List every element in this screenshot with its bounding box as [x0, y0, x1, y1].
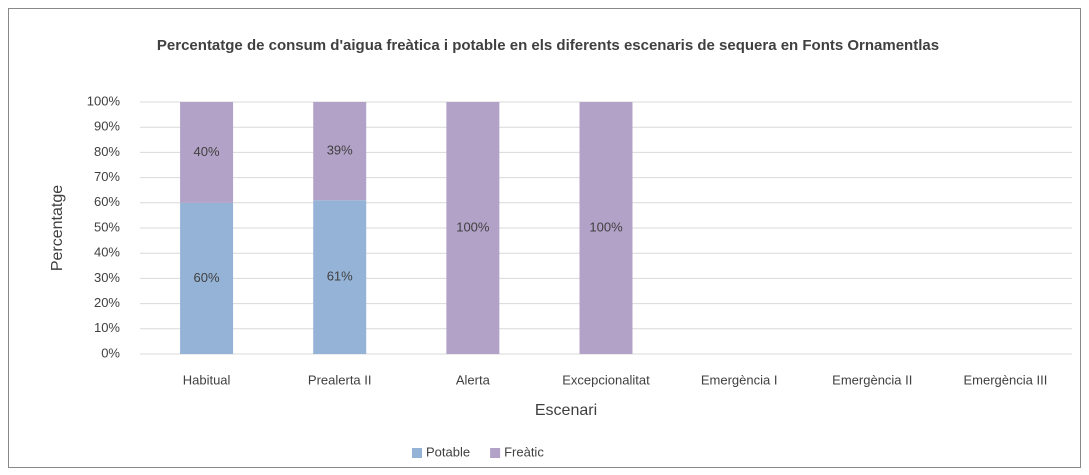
- bar-segment: [313, 200, 367, 354]
- data-label: 61%: [327, 269, 353, 284]
- bar-segment: [446, 102, 500, 354]
- data-label: 100%: [589, 219, 623, 234]
- y-tick-label: 100%: [87, 93, 121, 108]
- legend-label: Potable: [426, 444, 470, 459]
- y-tick-label: 60%: [94, 194, 120, 209]
- legend-swatch: [490, 448, 501, 458]
- x-tick-label: Alerta: [456, 372, 491, 387]
- y-tick-label: 20%: [94, 295, 120, 310]
- x-tick-label: Habitual: [183, 372, 231, 387]
- bar-segment: [313, 102, 367, 201]
- bar-segment: [180, 202, 234, 354]
- x-tick-label: Prealerta II: [308, 372, 372, 387]
- data-label: 39%: [327, 143, 353, 158]
- y-tick-label: 10%: [94, 320, 120, 335]
- x-axis-label: Escenari: [535, 402, 597, 419]
- x-tick-label: Excepcionalitat: [562, 372, 650, 387]
- data-label: 60%: [194, 270, 220, 285]
- y-axis-label: Percentatge: [49, 185, 66, 271]
- chart-frame: [8, 8, 1081, 468]
- y-tick-label: 90%: [94, 119, 120, 134]
- y-tick-label: 70%: [94, 169, 120, 184]
- legend-label: Freàtic: [504, 444, 544, 459]
- x-tick-label: Emergència I: [701, 372, 778, 387]
- y-tick-label: 0%: [101, 345, 120, 360]
- y-tick-label: 80%: [94, 144, 120, 159]
- y-tick-label: 40%: [94, 245, 120, 260]
- x-tick-label: Emergència II: [832, 372, 912, 387]
- x-tick-label: Emergència III: [964, 372, 1048, 387]
- y-tick-label: 30%: [94, 270, 120, 285]
- bar-segment: [180, 102, 234, 203]
- chart-title: Percentatge de consum d'aigua freàtica i…: [156, 37, 940, 54]
- data-label: 100%: [456, 219, 490, 234]
- data-label: 40%: [194, 144, 220, 159]
- bar-segment: [579, 102, 633, 354]
- y-tick-label: 50%: [94, 219, 120, 234]
- legend-swatch: [412, 448, 422, 458]
